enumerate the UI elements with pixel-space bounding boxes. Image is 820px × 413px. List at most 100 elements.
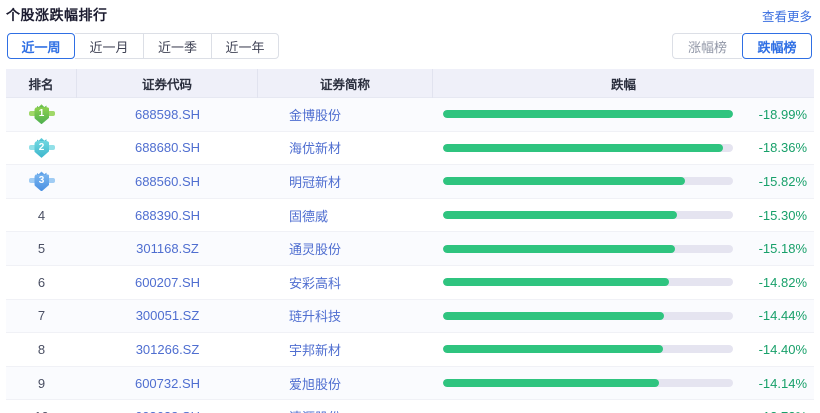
column-header-code: 证券代码 <box>77 69 258 98</box>
security-code-link[interactable]: 688390.SH <box>134 207 201 223</box>
period-tab-4[interactable]: 近一年 <box>211 33 279 59</box>
table-row[interactable]: 3 688560.SH 明冠新材 -15.82% <box>6 165 814 199</box>
period-tab-1[interactable]: 近一周 <box>7 33 75 59</box>
security-code-link[interactable]: 600207.SH <box>134 274 201 290</box>
change-cell: -18.99% <box>433 98 814 131</box>
rank-number: 2 <box>38 141 45 153</box>
change-bar-fill <box>443 143 724 152</box>
change-percent-value: -14.44% <box>758 308 807 324</box>
table-row[interactable]: 6 600207.SH 安彩高科 -14.82% <box>6 265 814 300</box>
security-code-link[interactable]: 301168.SZ <box>136 241 199 257</box>
change-percent-value: -14.14% <box>758 375 807 391</box>
medal-shield: 2 <box>34 140 49 158</box>
change-percent-value: -14.40% <box>758 341 807 357</box>
security-code-link[interactable]: 688560.SH <box>134 173 201 189</box>
security-name-link[interactable]: 清源股份 <box>258 400 433 413</box>
change-bar-fill <box>443 177 685 186</box>
medal-shield: 1 <box>34 107 49 125</box>
rank-number-cell: 4 <box>6 199 77 232</box>
table-row[interactable]: 10 603628.SH清源股份 -13.72% <box>6 400 814 413</box>
table-row[interactable]: 2 688680.SH 海优新材 -18.36% <box>6 131 814 166</box>
change-percent-value: -15.82% <box>758 173 807 189</box>
change-bar-fill <box>443 211 677 220</box>
rank-number-cell: 8 <box>6 333 77 366</box>
change-bar-track <box>443 110 733 119</box>
medal-wing-left <box>28 111 37 117</box>
table-row[interactable]: 9 600732.SH 爱旭股份 -14.14% <box>6 366 814 401</box>
period-tab-group: 近一周 近一月 近一季 近一年 <box>7 33 279 59</box>
change-percent-value: -18.99% <box>758 106 807 122</box>
medal-crown <box>36 104 47 109</box>
security-name-link[interactable]: 金博股份 <box>289 107 342 123</box>
table-row[interactable]: 4 688390.SH 固德威 -15.30% <box>6 198 814 233</box>
security-code-link[interactable]: 600732.SH <box>134 375 201 391</box>
table-header-row: 排名 证券代码 证券简称 跌幅 <box>6 69 814 98</box>
rank-number: 5 <box>37 241 46 257</box>
filter-bar: 近一周 近一月 近一季 近一年 涨幅榜 跌幅榜 <box>0 33 820 59</box>
table-row[interactable]: 1 688598.SH 金博股份 -18.99% <box>6 98 814 132</box>
security-code-link[interactable]: 300051.SZ <box>135 308 200 324</box>
gainers-toggle[interactable]: 涨幅榜 <box>672 33 742 59</box>
change-bar-track <box>443 311 733 320</box>
security-code-link[interactable]: 688680.SH <box>134 140 201 156</box>
medal-wing-right <box>46 178 55 184</box>
column-header-name: 证券简称 <box>258 69 433 98</box>
medal-wing-right <box>46 111 55 117</box>
rank-number: 3 <box>38 175 45 187</box>
rank-number-cell: 5 <box>6 232 77 265</box>
change-cell: -15.18% <box>433 232 814 265</box>
change-bar-track <box>443 345 733 354</box>
change-bar-fill <box>443 379 659 388</box>
view-more-link[interactable]: 查看更多 <box>761 10 812 24</box>
change-cell: -13.72% <box>433 400 814 413</box>
change-percent-value: -15.30% <box>758 207 807 223</box>
table-row[interactable]: 5 301168.SZ 通灵股份 -15.18% <box>6 232 814 266</box>
change-bar-track <box>443 177 733 186</box>
security-name-link[interactable]: 明冠新材 <box>289 174 342 190</box>
medal-crown <box>36 171 47 176</box>
change-cell: -18.36% <box>433 132 814 165</box>
change-bar-track <box>443 244 733 253</box>
security-code-link[interactable]: 688598.SH <box>134 106 201 122</box>
table-row[interactable]: 8 301266.SZ 宇邦新材 -14.40% <box>6 333 814 367</box>
rank-number-cell: 6 <box>6 266 77 299</box>
change-bar-fill <box>443 278 670 287</box>
period-tab-3[interactable]: 近一季 <box>143 33 211 59</box>
change-percent-value: -14.82% <box>758 274 807 290</box>
security-name-link[interactable]: 琏升科技 <box>289 309 342 325</box>
security-code-link[interactable]: 301266.SZ <box>135 341 200 357</box>
change-bar-track <box>443 143 733 152</box>
table-row[interactable]: 7 300051.SZ 琏升科技 -14.44% <box>6 299 814 334</box>
medal-wing-left <box>28 178 37 184</box>
rank-number: 7 <box>37 308 46 324</box>
ranking-table: 排名 证券代码 证券简称 跌幅 1 688598.SH 金博股份 -18.99% 2 68… <box>6 69 814 413</box>
change-cell: -14.82% <box>433 266 814 299</box>
rank-number: 8 <box>37 341 46 357</box>
security-code-link[interactable]: 603628.SH <box>77 400 258 413</box>
rank-number-cell: 7 <box>6 300 77 333</box>
rank-medal-cell: 1 <box>6 98 77 131</box>
medal-shield: 3 <box>34 174 49 192</box>
losers-toggle[interactable]: 跌幅榜 <box>742 33 812 59</box>
security-name-link[interactable]: 爱旭股份 <box>289 376 342 392</box>
rank-number: 9 <box>37 375 46 391</box>
medal-wing-right <box>46 144 55 150</box>
change-bar-fill <box>443 345 663 354</box>
security-name-link[interactable]: 宇邦新材 <box>289 342 342 358</box>
period-tab-2[interactable]: 近一月 <box>75 33 143 59</box>
rank-medal-cell: 2 <box>6 132 77 165</box>
rank-number: 4 <box>37 207 46 223</box>
change-percent-value: -13.72% <box>735 409 813 413</box>
silver-medal-icon: 2 <box>28 137 55 158</box>
security-name-link[interactable]: 固德威 <box>289 208 329 224</box>
change-percent-value: -18.36% <box>758 140 807 156</box>
security-name-link[interactable]: 通灵股份 <box>289 242 342 258</box>
change-bar-track <box>443 278 733 287</box>
rank-number: 10 <box>34 409 48 413</box>
change-cell: -15.30% <box>433 199 814 232</box>
change-bar-track <box>443 379 733 388</box>
security-name-link[interactable]: 安彩高科 <box>289 275 342 291</box>
security-name-link[interactable]: 海优新材 <box>289 141 342 157</box>
change-bar-fill <box>443 244 675 253</box>
